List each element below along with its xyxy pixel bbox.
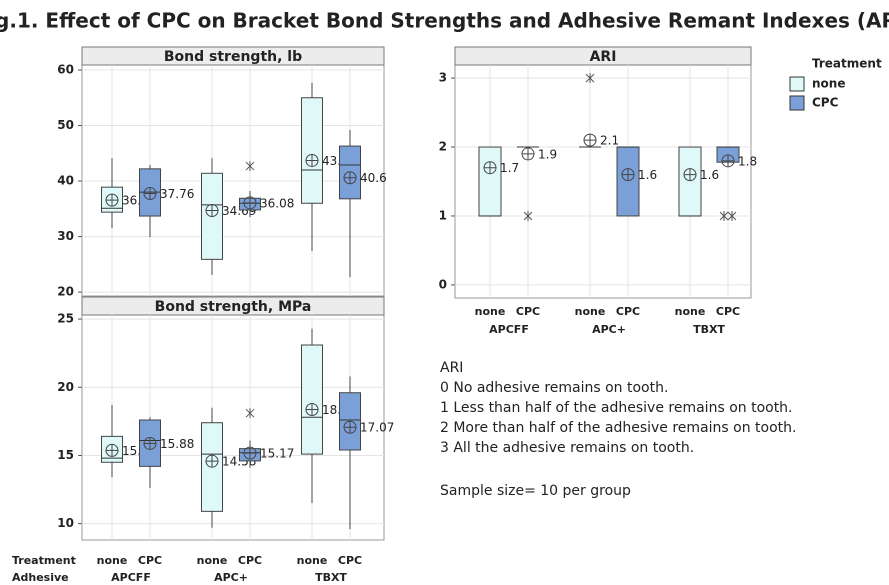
x-tick-label: none bbox=[675, 305, 706, 318]
mean-cross bbox=[484, 161, 496, 174]
outlier bbox=[585, 73, 595, 84]
panel-title: Bond strength, lb bbox=[164, 49, 302, 65]
mean-label: 17.07 bbox=[360, 421, 394, 435]
y-tick-label: 20 bbox=[57, 380, 74, 394]
mean-cross bbox=[306, 403, 318, 416]
box bbox=[616, 146, 640, 217]
mean-label: 15.17 bbox=[260, 447, 294, 461]
mean-label: 1.8 bbox=[738, 154, 757, 168]
x-tick-label: none bbox=[197, 554, 228, 567]
plot-area bbox=[81, 64, 385, 297]
mean-cross bbox=[106, 444, 118, 457]
mean-label: 37.76 bbox=[160, 187, 194, 201]
note-line: 1 Less than half of the adhesive remains… bbox=[440, 400, 793, 416]
panel-strip bbox=[81, 46, 385, 66]
note-sample: Sample size= 10 per group bbox=[440, 483, 631, 499]
panel-strip bbox=[454, 46, 752, 66]
panel-strip bbox=[81, 296, 385, 316]
panel-title: Bond strength, MPa bbox=[155, 299, 312, 315]
legend-title: Treatment bbox=[812, 57, 882, 71]
legend-swatch bbox=[789, 95, 805, 111]
outlier bbox=[727, 210, 737, 221]
mean-cross bbox=[344, 171, 356, 184]
y-tick-label: 25 bbox=[57, 312, 74, 326]
row-label: Treatment bbox=[12, 554, 76, 567]
plot-area bbox=[454, 64, 752, 299]
group-label: APC+ bbox=[214, 571, 248, 584]
outlier bbox=[719, 210, 729, 221]
x-tick-label: none bbox=[97, 554, 128, 567]
x-tick-label: none bbox=[297, 554, 328, 567]
mean-label: 1.6 bbox=[700, 168, 719, 182]
outlier bbox=[245, 408, 255, 419]
note-heading: ARI bbox=[440, 360, 463, 376]
y-tick-label: 40 bbox=[57, 174, 74, 188]
y-tick-label: 15 bbox=[57, 448, 74, 462]
box bbox=[678, 146, 702, 217]
mean-label: 15.88 bbox=[160, 437, 194, 451]
group-label: APCFF bbox=[489, 323, 529, 336]
mean-cross bbox=[684, 168, 696, 181]
group-label: APCFF bbox=[111, 571, 151, 584]
mean-cross bbox=[622, 168, 634, 181]
x-tick-label: CPC bbox=[138, 554, 162, 567]
x-tick-label: CPC bbox=[338, 554, 362, 567]
mean-label: 36.08 bbox=[260, 196, 294, 210]
mean-cross bbox=[206, 455, 218, 468]
mean-cross bbox=[244, 196, 256, 209]
mean-cross bbox=[144, 187, 156, 200]
figure-title: Fig.1. Effect of CPC on Bracket Bond Str… bbox=[0, 9, 889, 33]
y-tick-label: 0 bbox=[439, 277, 447, 291]
mean-label: 40.6 bbox=[360, 171, 387, 185]
mean-cross bbox=[722, 154, 734, 167]
mean-cross bbox=[306, 154, 318, 167]
mean-cross bbox=[144, 437, 156, 450]
y-tick-label: 1 bbox=[439, 208, 447, 222]
x-tick-label: CPC bbox=[238, 554, 262, 567]
mean-label: 1.6 bbox=[638, 168, 657, 182]
box bbox=[478, 146, 502, 217]
legend-label: CPC bbox=[812, 96, 839, 110]
mean-cross bbox=[206, 204, 218, 217]
y-tick-label: 50 bbox=[57, 118, 74, 132]
note-line: 2 More than half of the adhesive remains… bbox=[440, 420, 796, 436]
outlier bbox=[523, 210, 533, 221]
legend-label: none bbox=[812, 77, 845, 91]
mean-label: 1.9 bbox=[538, 147, 557, 161]
box bbox=[301, 97, 323, 204]
mean-cross bbox=[522, 147, 534, 160]
box bbox=[301, 344, 323, 455]
y-tick-label: 60 bbox=[57, 62, 74, 76]
plot-area bbox=[81, 314, 385, 541]
outlier bbox=[245, 161, 255, 172]
mean-label: 1.7 bbox=[500, 161, 519, 175]
x-tick-label: CPC bbox=[516, 305, 540, 318]
group-label: TBXT bbox=[693, 323, 725, 336]
mean-cross bbox=[344, 421, 356, 434]
note-line: 0 No adhesive remains on tooth. bbox=[440, 380, 668, 396]
row-label: Adhesive bbox=[12, 571, 69, 584]
y-tick-label: 10 bbox=[57, 516, 74, 530]
x-tick-label: CPC bbox=[616, 305, 640, 318]
y-tick-label: 2 bbox=[439, 140, 447, 154]
mean-cross bbox=[584, 134, 596, 147]
mean-cross bbox=[244, 447, 256, 460]
panel-title: ARI bbox=[590, 49, 617, 65]
y-tick-label: 30 bbox=[57, 229, 74, 243]
y-tick-label: 3 bbox=[439, 71, 447, 85]
group-label: APC+ bbox=[592, 323, 626, 336]
x-tick-label: CPC bbox=[716, 305, 740, 318]
mean-cross bbox=[106, 194, 118, 207]
y-tick-label: 20 bbox=[57, 285, 74, 299]
legend-swatch bbox=[789, 76, 805, 92]
x-tick-label: none bbox=[475, 305, 506, 318]
note-line: 3 All the adhesive remains on tooth. bbox=[440, 440, 694, 456]
x-tick-label: none bbox=[575, 305, 606, 318]
group-label: TBXT bbox=[315, 571, 347, 584]
mean-label: 2.1 bbox=[600, 134, 619, 148]
